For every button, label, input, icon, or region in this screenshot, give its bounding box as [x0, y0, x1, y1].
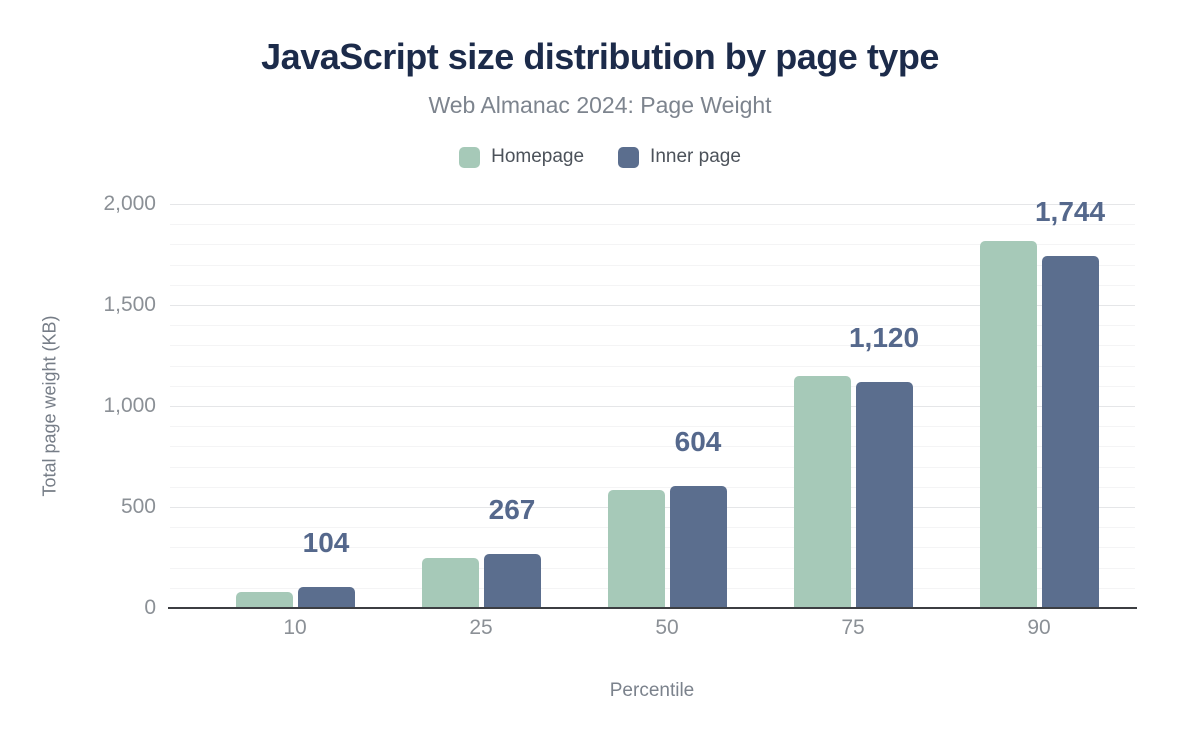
minor-gridline [170, 466, 1135, 468]
bar-value-label: 604 [674, 426, 722, 457]
homepage-swatch-icon [459, 146, 481, 168]
minor-gridline [170, 284, 1135, 286]
bar-inner-page-p10 [297, 587, 355, 608]
bar-homepage-p25 [421, 557, 479, 608]
bar-homepage-p75 [793, 375, 851, 608]
y-axis-tick-label: 2,000 [103, 192, 156, 215]
x-axis-tick-label: 50 [655, 616, 679, 639]
x-axis-tick-label: 10 [283, 616, 307, 639]
x-axis-line [168, 607, 1137, 609]
bar-inner-page-p90 [1041, 255, 1099, 608]
bar-homepage-p10 [235, 591, 293, 608]
major-gridline [170, 305, 1135, 306]
minor-gridline [170, 365, 1135, 367]
x-axis-tick-label: 90 [1027, 616, 1051, 639]
chart-subtitle: Web Almanac 2024: Page Weight [428, 92, 772, 118]
inner-page-swatch-icon [618, 146, 640, 168]
minor-gridline [170, 244, 1135, 246]
y-axis-tick-label: 500 [120, 495, 156, 518]
major-gridline [170, 406, 1135, 407]
major-gridline [170, 204, 1135, 205]
minor-gridline [170, 426, 1135, 428]
legend-label-inner-page: Inner page [650, 146, 741, 167]
minor-gridline [170, 325, 1135, 327]
minor-gridline [170, 486, 1135, 488]
minor-gridline [170, 385, 1135, 387]
bar-value-label: 1,120 [848, 321, 920, 353]
minor-gridline [170, 224, 1135, 226]
bar-inner-page-p75 [855, 381, 913, 608]
legend-item-inner-page[interactable]: Inner page [618, 146, 741, 168]
chart-legend: Homepage Inner page [0, 142, 1200, 172]
bar-homepage-p90 [979, 241, 1037, 608]
y-axis-tick-label: 0 [144, 596, 156, 619]
legend-item-homepage[interactable]: Homepage [459, 146, 584, 168]
y-axis-tick-label: 1,500 [103, 293, 156, 316]
x-axis-tick-label: 75 [841, 616, 865, 639]
y-axis-tick-label: 1,000 [103, 394, 156, 417]
bar-value-label: 1,744 [1034, 195, 1106, 227]
x-axis-tick-label: 25 [469, 616, 493, 639]
legend-label-homepage: Homepage [491, 146, 585, 167]
x-axis-title: Percentile [609, 680, 695, 701]
bar-value-label: 267 [488, 494, 536, 526]
minor-gridline [170, 446, 1135, 448]
minor-gridline [170, 345, 1135, 347]
bar-value-label: 104 [302, 527, 350, 558]
chart-title: JavaScript size distribution by page typ… [261, 36, 939, 77]
minor-gridline [170, 264, 1135, 266]
bar-homepage-p50 [607, 489, 665, 608]
bar-inner-page-p25 [483, 554, 541, 608]
bar-inner-page-p50 [669, 486, 727, 608]
